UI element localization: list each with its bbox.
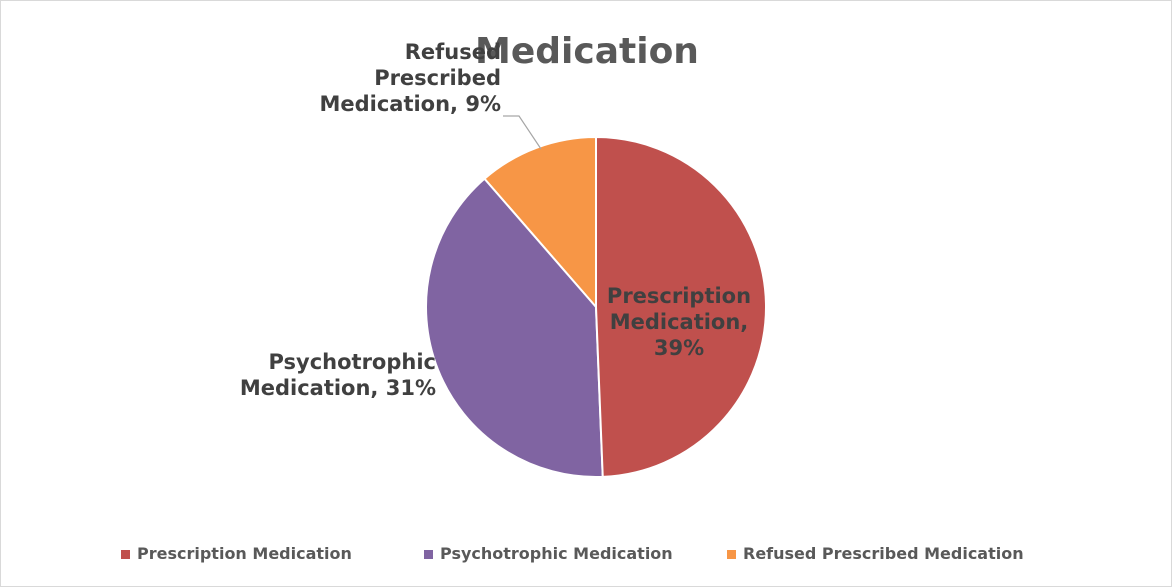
legend-swatch <box>121 550 130 559</box>
legend-label: Prescription Medication <box>137 544 352 563</box>
chart-title: Medication <box>475 31 699 72</box>
pie-slice <box>483 135 597 310</box>
legend-label: Psychotrophic Medication <box>440 544 673 563</box>
pie-slice <box>425 177 604 478</box>
leader-line <box>503 115 542 150</box>
data-label: Refused Prescribed Medication, 9% <box>319 40 501 116</box>
pie-slice <box>595 135 767 478</box>
legend-swatch <box>727 550 736 559</box>
legend-label: Refused Prescribed Medication <box>743 544 1024 563</box>
legend-swatch <box>424 550 433 559</box>
data-label: Prescription Medication, 39% <box>606 284 752 360</box>
data-label: Psychotrophic Medication, 31% <box>239 350 436 400</box>
